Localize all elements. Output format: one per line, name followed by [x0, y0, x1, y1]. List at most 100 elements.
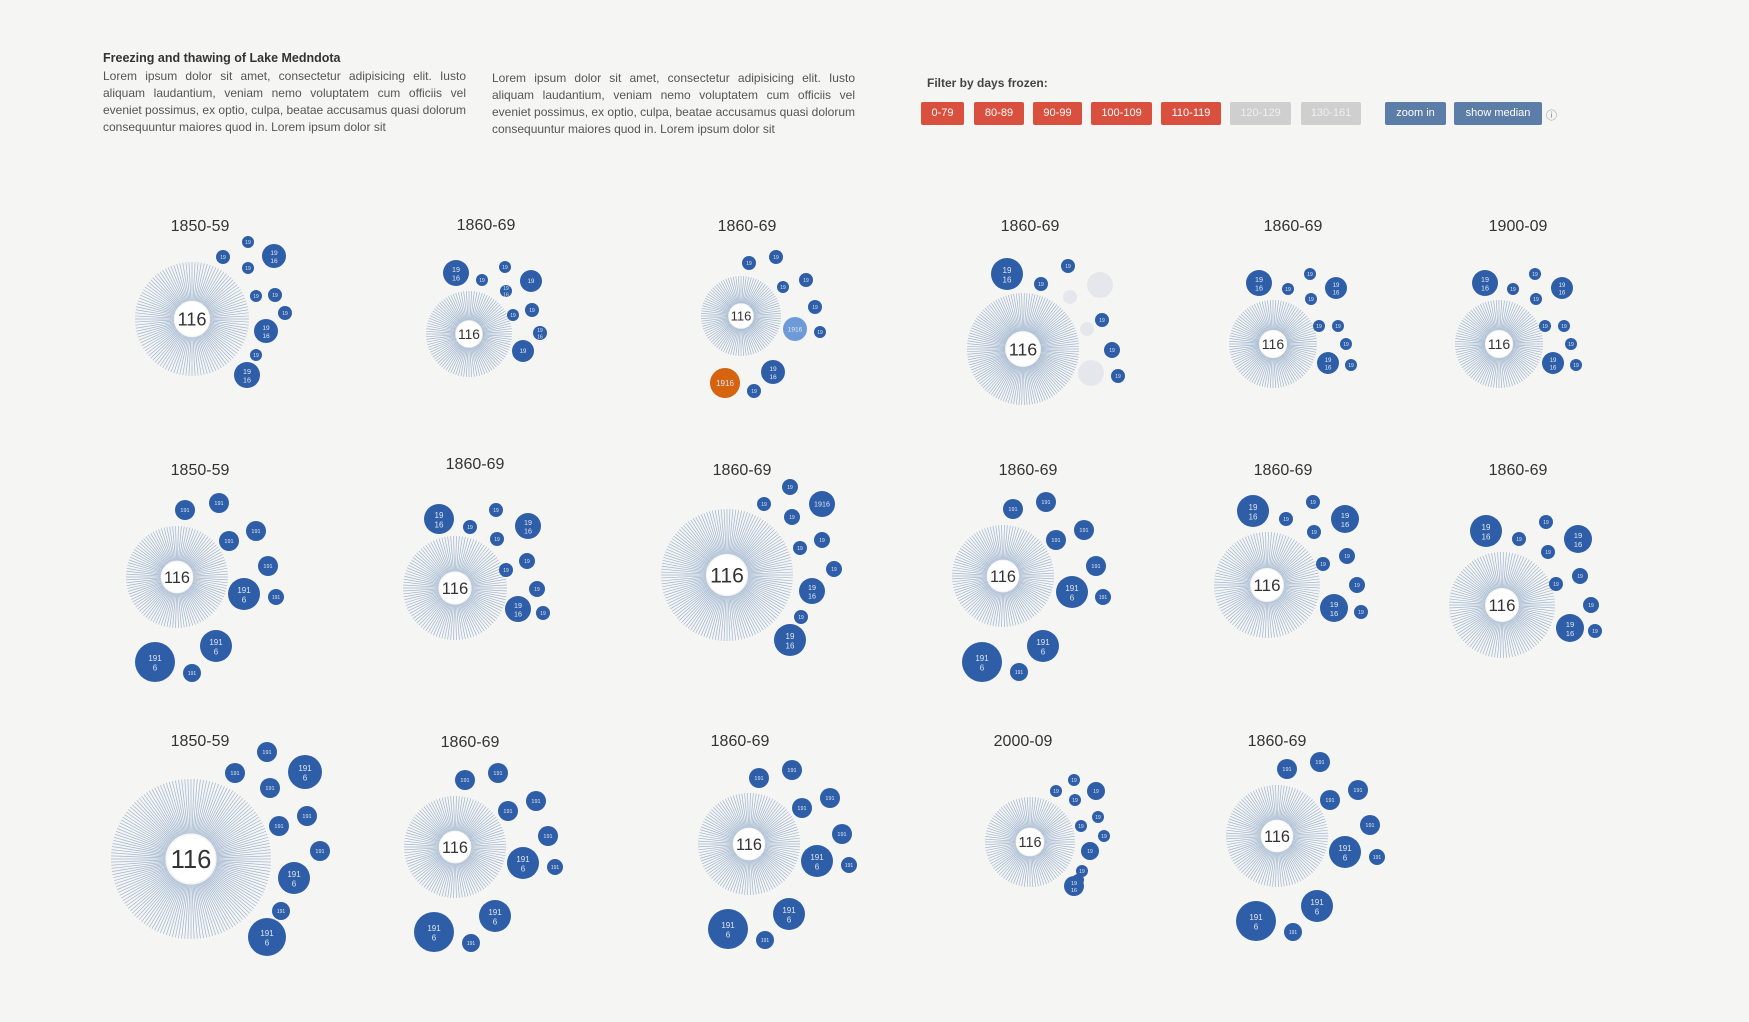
year-bubble[interactable] — [246, 521, 266, 541]
year-bubble[interactable] — [1558, 320, 1570, 332]
year-bubble[interactable] — [1551, 277, 1573, 299]
year-bubble[interactable] — [1282, 283, 1294, 295]
year-bubble[interactable] — [1539, 320, 1551, 332]
year-bubble[interactable] — [1086, 556, 1106, 576]
year-bubble[interactable] — [1332, 320, 1344, 332]
year-bubble[interactable] — [228, 578, 260, 610]
year-bubble[interactable] — [1080, 322, 1094, 336]
year-bubble[interactable] — [1542, 352, 1564, 374]
year-bubble[interactable] — [476, 274, 488, 286]
year-bubble[interactable] — [814, 532, 830, 548]
year-bubble[interactable] — [782, 479, 798, 495]
year-bubble[interactable] — [774, 624, 806, 656]
year-bubble[interactable] — [1565, 338, 1577, 350]
year-bubble[interactable] — [536, 606, 550, 620]
filter-button-110-119[interactable]: 110-119 — [1161, 102, 1221, 125]
year-bubble[interactable] — [135, 642, 175, 682]
year-bubble[interactable] — [1331, 505, 1359, 533]
year-bubble[interactable] — [498, 801, 518, 821]
year-bubble[interactable] — [747, 384, 761, 398]
year-bubble[interactable] — [773, 898, 805, 930]
year-bubble[interactable] — [1087, 272, 1113, 298]
year-bubble[interactable] — [520, 270, 542, 292]
year-bubble[interactable] — [1095, 589, 1111, 605]
year-bubble[interactable] — [784, 509, 800, 525]
year-bubble[interactable] — [455, 770, 475, 790]
year-bubble[interactable] — [288, 755, 322, 789]
year-bubble[interactable] — [489, 503, 503, 517]
year-bubble[interactable] — [463, 520, 477, 534]
year-bubble[interactable] — [268, 288, 282, 302]
year-bubble[interactable] — [1279, 512, 1293, 526]
year-bubble[interactable] — [962, 642, 1002, 682]
info-icon[interactable]: ⓘ — [1546, 110, 1557, 122]
year-bubble[interactable] — [526, 791, 546, 811]
year-bubble[interactable] — [1541, 545, 1555, 559]
year-bubble[interactable] — [1369, 849, 1385, 865]
year-bubble[interactable] — [1360, 815, 1380, 835]
year-bubble[interactable] — [794, 610, 808, 624]
year-bubble[interactable] — [826, 561, 842, 577]
year-bubble[interactable] — [219, 531, 239, 551]
year-bubble[interactable] — [547, 859, 563, 875]
year-bubble[interactable] — [1036, 492, 1056, 512]
year-bubble[interactable] — [757, 497, 771, 511]
year-bubble[interactable] — [1003, 499, 1023, 519]
year-bubble[interactable] — [1320, 790, 1340, 810]
filter-button-90-99[interactable]: 90-99 — [1033, 102, 1082, 125]
year-bubble[interactable] — [1068, 774, 1080, 786]
year-bubble[interactable] — [1472, 270, 1498, 296]
year-bubble[interactable] — [250, 290, 262, 302]
year-bubble[interactable] — [216, 250, 230, 264]
year-bubble[interactable] — [507, 309, 519, 321]
year-bubble[interactable] — [1104, 342, 1120, 358]
year-bubble[interactable] — [1027, 630, 1059, 662]
year-bubble[interactable] — [1349, 577, 1365, 593]
year-bubble[interactable] — [841, 857, 857, 873]
year-bubble[interactable] — [1316, 557, 1330, 571]
year-bubble[interactable] — [1572, 568, 1588, 584]
year-bubble[interactable] — [710, 368, 740, 398]
year-bubble[interactable] — [1570, 359, 1582, 371]
year-bubble[interactable] — [257, 742, 277, 762]
year-bubble[interactable] — [175, 500, 195, 520]
year-bubble[interactable] — [832, 824, 852, 844]
year-bubble[interactable] — [1237, 495, 1269, 527]
year-bubble[interactable] — [1081, 842, 1099, 860]
year-bubble[interactable] — [533, 326, 547, 340]
year-bubble[interactable] — [1304, 268, 1316, 280]
year-bubble[interactable] — [519, 553, 535, 569]
year-bubble[interactable] — [799, 578, 825, 604]
filter-button-120-129[interactable]: 120-129 — [1230, 102, 1291, 125]
year-bubble[interactable] — [1305, 293, 1317, 305]
year-bubble[interactable] — [1564, 525, 1592, 553]
year-bubble[interactable] — [225, 763, 245, 783]
year-bubble[interactable] — [242, 236, 254, 248]
year-bubble[interactable] — [1556, 614, 1584, 642]
year-bubble[interactable] — [1087, 782, 1105, 800]
year-bubble[interactable] — [801, 845, 833, 877]
year-bubble[interactable] — [250, 349, 262, 361]
year-bubble[interactable] — [1277, 759, 1297, 779]
year-bubble[interactable] — [1046, 530, 1066, 550]
year-bubble[interactable] — [792, 798, 812, 818]
year-bubble[interactable] — [1325, 277, 1347, 299]
year-bubble[interactable] — [278, 306, 292, 320]
year-bubble[interactable] — [814, 326, 826, 338]
year-bubble[interactable] — [278, 862, 310, 894]
year-bubble[interactable] — [1310, 752, 1330, 772]
year-bubble[interactable] — [424, 504, 454, 534]
year-bubble[interactable] — [499, 563, 513, 577]
year-bubble[interactable] — [1284, 923, 1302, 941]
year-bubble[interactable] — [525, 303, 539, 317]
year-bubble[interactable] — [777, 281, 789, 293]
year-bubble[interactable] — [1470, 515, 1502, 547]
year-bubble[interactable] — [529, 581, 545, 597]
year-bubble[interactable] — [1092, 811, 1104, 823]
year-bubble[interactable] — [490, 532, 504, 546]
year-bubble[interactable] — [1075, 820, 1087, 832]
year-bubble[interactable] — [1061, 259, 1075, 273]
year-bubble[interactable] — [1056, 576, 1088, 608]
year-bubble[interactable] — [538, 826, 558, 846]
year-bubble[interactable] — [1549, 577, 1563, 591]
